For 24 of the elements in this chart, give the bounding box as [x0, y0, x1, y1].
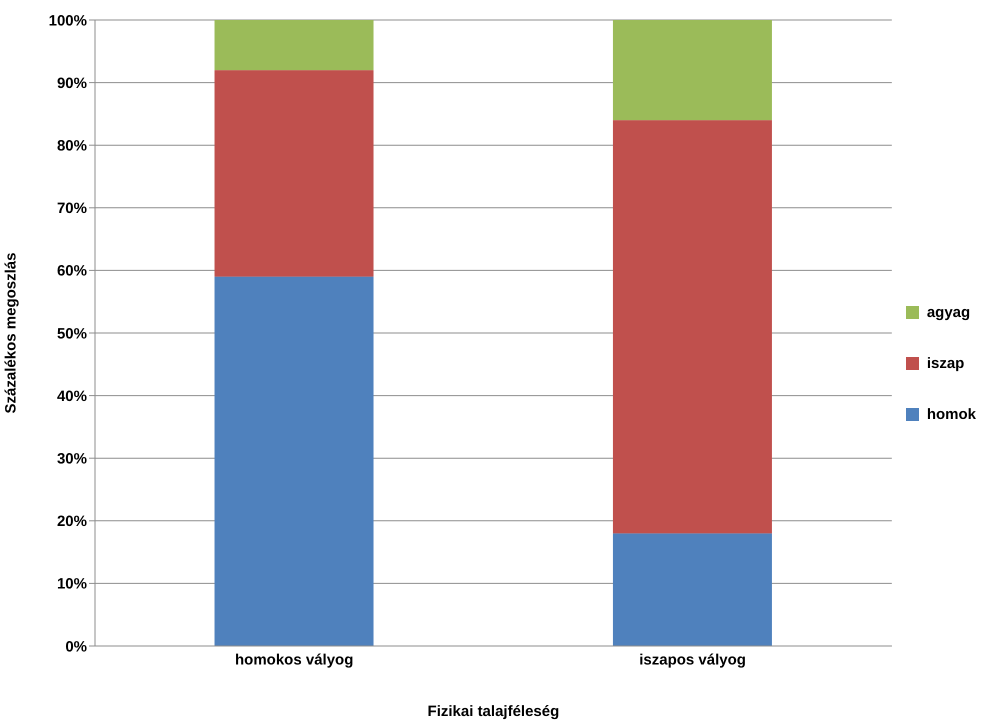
y-tick-label: 90%: [56, 74, 87, 92]
legend-label: iszap: [926, 354, 964, 372]
y-tick-label: 70%: [56, 200, 87, 218]
y-tick-label: 40%: [56, 388, 87, 405]
bar: [612, 533, 772, 646]
y-tick-label: 10%: [56, 576, 87, 593]
x-tick-label: homokos vályog: [235, 652, 354, 669]
y-tick-label: 30%: [56, 450, 87, 468]
y-tick-label: 0%: [65, 638, 87, 656]
x-tick-label: iszapos vályog: [639, 652, 746, 669]
bar: [612, 20, 772, 120]
y-tick-label: 100%: [48, 12, 87, 30]
x-axis-title: Fizikai talajféleség: [428, 703, 560, 720]
bar: [214, 70, 374, 277]
y-tick-label: 50%: [56, 325, 87, 342]
y-tick-label: 80%: [56, 138, 87, 155]
legend-label: agyag: [926, 304, 970, 320]
bar: [214, 276, 374, 646]
y-tick-label: 20%: [56, 513, 87, 530]
legend-label: homok: [926, 406, 976, 422]
bar: [214, 20, 374, 70]
y-axis-title: Százalékos megoszlás: [2, 252, 20, 414]
bar: [612, 120, 772, 534]
y-tick-label: 60%: [56, 262, 87, 280]
